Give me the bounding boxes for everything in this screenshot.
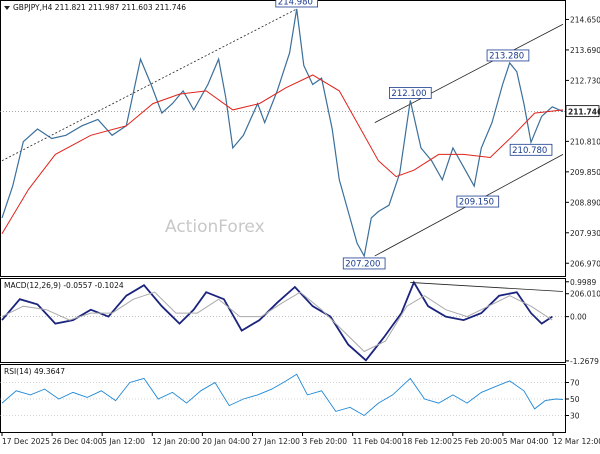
macd-y-tick-label: -1.2679 (570, 357, 599, 366)
y-tick-label: 212.730 (570, 76, 600, 85)
price-annotation-label: 207.200 (345, 259, 380, 269)
macd-pane-frame (0, 278, 566, 363)
x-tick-label: 18 Feb 12:00 (403, 437, 452, 446)
y-tick-label: 214.650 (570, 15, 600, 24)
price-annotation-box (342, 257, 386, 270)
price-annotation-label: 209.150 (459, 198, 494, 208)
price-annotation-box (389, 87, 432, 99)
channel-trendline (1, 8, 297, 162)
rsi-y-tick-label: 70 (570, 379, 580, 388)
channel-trendline (374, 23, 564, 123)
x-tick-label: 11 Feb 04:00 (353, 437, 402, 446)
x-tick-label: 27 Jan 12:00 (252, 437, 300, 446)
price-annotation-label: 210.780 (512, 146, 547, 156)
price-series-layer: 214.980 212.100 213.280 210.780 209.150 207.2… (1, 0, 564, 270)
y-tick-label: 209.850 (570, 168, 600, 177)
x-tick-label: 25 Feb 20:00 (453, 437, 502, 446)
macd-series-layer (1, 280, 564, 362)
y-tick-label: 206.010 (570, 290, 600, 299)
chart-header: GBPJPY,H4 211.821 211.987 211.603 211.74… (4, 3, 186, 12)
macd-y-tick-label: 0.00 (570, 313, 587, 322)
x-tick-label: 12 Jan 20:00 (152, 437, 200, 446)
macd-signal-line (1, 291, 553, 353)
rsi-label: RSI(14) 49.3647 (4, 367, 65, 376)
price-annotation-label: 214.980 (278, 0, 313, 7)
watermark: ActionForex (165, 217, 265, 237)
symbol-arrow-icon (4, 6, 10, 10)
y-tick-label: 206.970 (570, 259, 600, 268)
moving-average-line (1, 74, 564, 234)
x-tick-label: 3 Feb 20:00 (303, 437, 348, 446)
x-tick-label: 5 Jan 12:00 (102, 437, 145, 446)
x-tick-label: 26 Dec 04:00 (52, 437, 103, 446)
price-annotation-box (275, 0, 319, 8)
price-annotation-label: 213.280 (489, 51, 524, 61)
axis-layer: 214.650213.690212.730211.770210.810209.8… (1, 15, 600, 446)
x-tick-label: 5 Mar 04:00 (503, 437, 549, 446)
price-annotation-box (509, 143, 553, 156)
chart-header-text: GBPJPY,H4 211.821 211.987 211.603 211.74… (13, 3, 186, 12)
price-annotation-label: 212.100 (391, 89, 426, 99)
x-tick-label: 20 Jan 04:00 (202, 437, 250, 446)
y-tick-label: 208.890 (570, 198, 600, 207)
y-tick-label: 207.930 (570, 229, 600, 238)
current-price-label: 211.746 (568, 108, 600, 117)
y-tick-label: 213.690 (570, 46, 600, 55)
y-tick-label: 210.810 (570, 137, 600, 146)
price-annotation-box (486, 49, 530, 62)
rsi-y-tick-label: 30 (570, 412, 580, 421)
macd-y-tick-label: 0.9989 (570, 278, 596, 287)
rsi-y-tick-label: 50 (570, 395, 580, 404)
macd-trendline (410, 282, 564, 292)
x-tick-label: 17 Dec 2025 (2, 437, 50, 446)
rsi-series-layer (1, 373, 564, 417)
x-tick-label: 12 Mar 12:00 (553, 437, 600, 446)
current-price-box (565, 105, 600, 118)
rsi-line (1, 373, 564, 417)
macd-label: MACD(12,26,9) -0.0557 -0.1024 (4, 281, 124, 290)
price-annotation-box (456, 195, 500, 208)
